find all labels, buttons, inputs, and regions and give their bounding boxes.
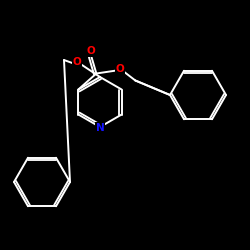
Text: O: O	[116, 64, 125, 74]
Text: O: O	[87, 46, 96, 56]
Text: O: O	[72, 57, 82, 67]
Text: N: N	[96, 123, 104, 133]
